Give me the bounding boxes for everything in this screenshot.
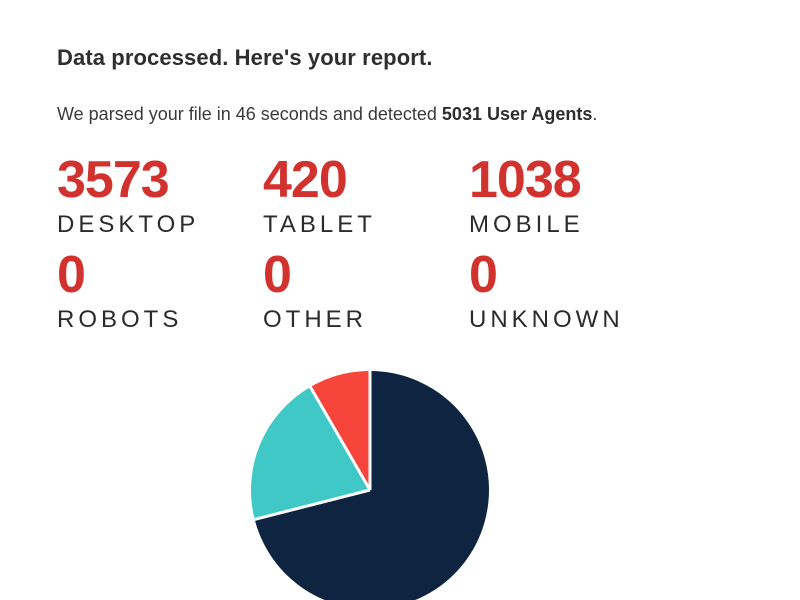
user-agent-count: 5031 User Agents	[441, 104, 593, 124]
stat-tablet-label: TABLET	[263, 211, 376, 238]
stat-other-value: 0	[263, 246, 292, 304]
stat-unknown: 0 UNKNOWN	[469, 249, 789, 335]
pie-slice-tablet	[310, 371, 370, 490]
pie-slice-separator	[254, 488, 371, 521]
stat-tablet: 420 TABLET	[263, 154, 469, 240]
parse-summary-prefix: We parsed your file in 46 seconds and de…	[57, 104, 442, 124]
stat-robots-label: ROBOTS	[57, 306, 183, 333]
stats-grid: 3573 DESKTOP 420 TABLET 1038 MOBILE 0 RO…	[57, 154, 800, 335]
stat-desktop: 3573 DESKTOP	[57, 154, 263, 240]
device-pie-chart-svg	[251, 371, 489, 600]
stat-robots: 0 ROBOTS	[57, 249, 263, 335]
stat-mobile-label: MOBILE	[469, 211, 584, 238]
parse-summary: We parsed your file in 46 seconds and de…	[57, 104, 800, 125]
stat-mobile: 1038 MOBILE	[469, 154, 789, 240]
stat-other: 0 OTHER	[263, 249, 469, 335]
pie-slice-mobile	[251, 387, 370, 520]
stat-unknown-value: 0	[469, 246, 498, 304]
stat-unknown-label: UNKNOWN	[469, 306, 624, 333]
pie-slice-desktop	[254, 371, 489, 600]
pie-slice-separator	[309, 386, 372, 491]
stat-desktop-label: DESKTOP	[57, 211, 200, 238]
stat-desktop-value: 3573	[57, 151, 170, 209]
page-title: Data processed. Here's your report.	[57, 45, 433, 70]
stat-other-label: OTHER	[263, 306, 367, 333]
stat-tablet-value: 420	[263, 151, 348, 209]
parse-summary-suffix: .	[592, 104, 598, 124]
stat-robots-value: 0	[57, 246, 86, 304]
stat-mobile-value: 1038	[469, 151, 582, 209]
device-pie-chart	[251, 371, 489, 600]
